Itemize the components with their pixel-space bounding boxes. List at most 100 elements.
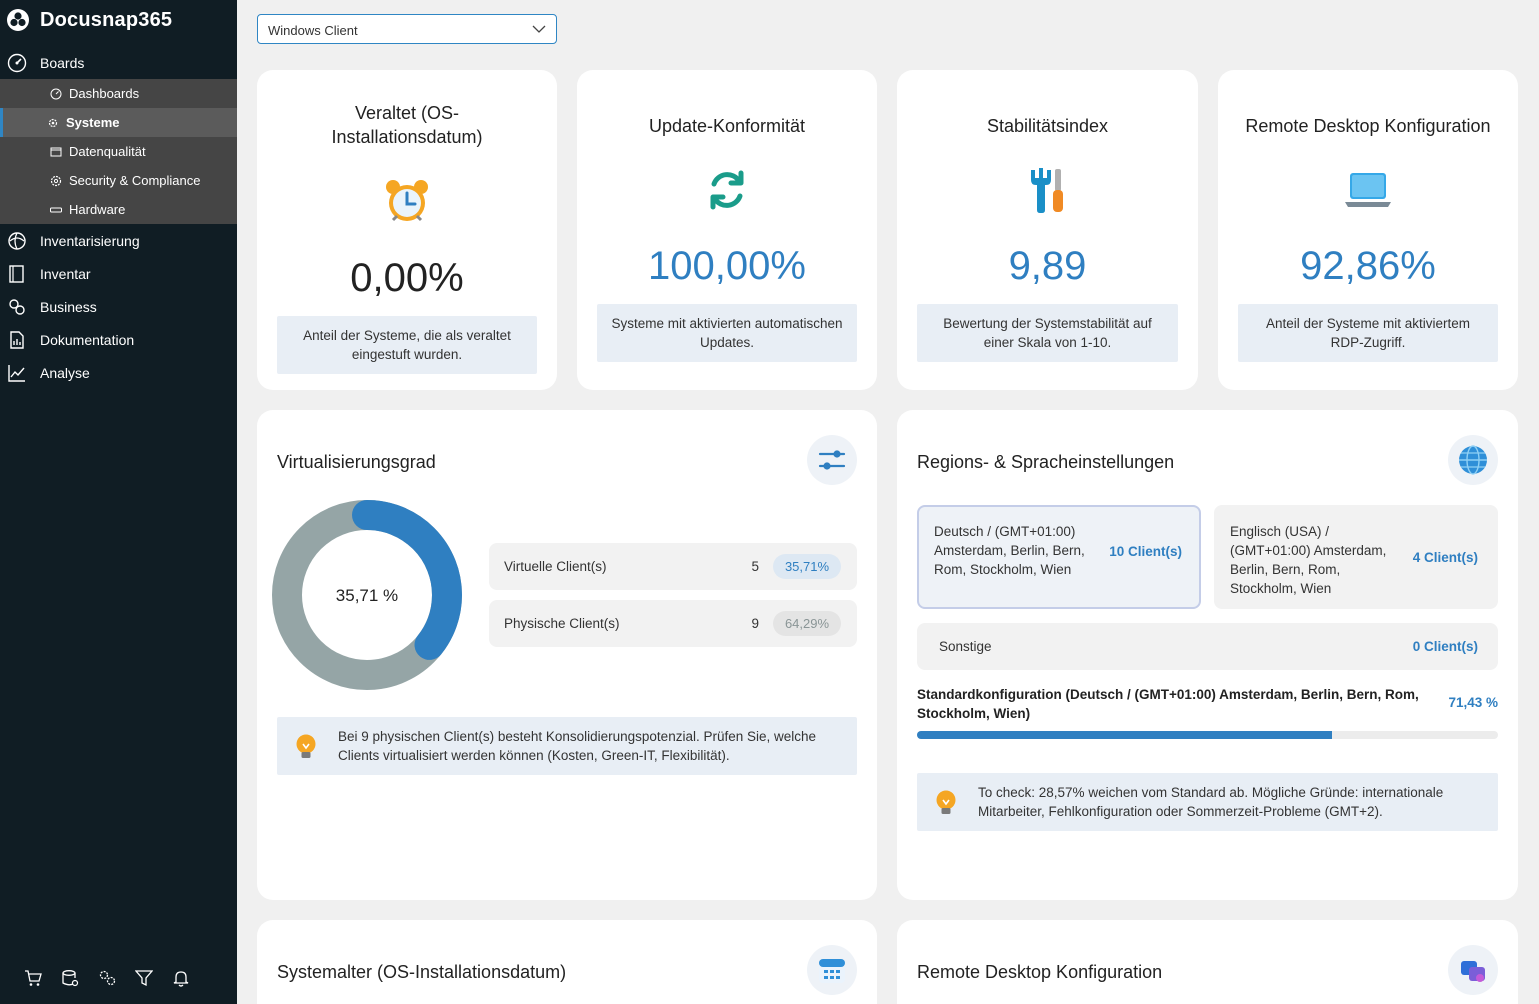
stat-percent-badge: 35,71% bbox=[773, 554, 841, 579]
nav-label: Analyse bbox=[40, 364, 90, 381]
stat-count: 5 bbox=[751, 559, 759, 574]
region-name: Englisch (USA) / (GMT+01:00) Amsterdam, … bbox=[1230, 524, 1387, 596]
nav-inventarisierung[interactable]: Inventarisierung bbox=[0, 224, 237, 257]
rdp-config-button[interactable] bbox=[1448, 945, 1498, 995]
nav-boards[interactable]: Boards bbox=[0, 46, 237, 79]
client-type-select[interactable]: Windows Client bbox=[257, 14, 557, 44]
region-client-count: 0 Client(s) bbox=[1412, 639, 1478, 654]
kpi-title: Remote Desktop Konfiguration bbox=[1245, 116, 1491, 136]
subnav-item-dashboards[interactable]: Dashboards bbox=[0, 79, 237, 108]
virtualization-settings-button[interactable] bbox=[807, 435, 857, 485]
subnav-item-datenqualitaet[interactable]: Datenqualität bbox=[0, 137, 237, 166]
lightbulb-icon bbox=[936, 790, 956, 814]
region-item-deutsch[interactable]: Deutsch / (GMT+01:00) Amsterdam, Berlin,… bbox=[917, 505, 1201, 609]
client-type-select-value: Windows Client bbox=[268, 23, 358, 38]
nav-business[interactable]: Business bbox=[0, 290, 237, 323]
region-name: Deutsch / (GMT+01:00) Amsterdam, Berlin,… bbox=[934, 524, 1085, 577]
globe-icon bbox=[1459, 445, 1487, 475]
sidebar: Docusnap365 Boards Dashboards Systeme Da… bbox=[0, 0, 237, 1004]
kpi-title: Update-Konformität bbox=[648, 116, 806, 136]
database-settings-icon[interactable] bbox=[59, 967, 80, 988]
region-client-count: 10 Client(s) bbox=[1109, 544, 1182, 559]
stat-percent-badge: 64,29% bbox=[773, 611, 841, 636]
section-title: Remote Desktop Konfiguration bbox=[917, 962, 1163, 982]
subnav-item-label: Systeme bbox=[66, 115, 120, 130]
tip-text: To check: 28,57% weichen vom Standard ab… bbox=[978, 785, 1444, 819]
docusnap-logo-icon bbox=[7, 9, 29, 31]
subnav-item-hardware[interactable]: Hardware bbox=[0, 195, 237, 224]
laptop-icon bbox=[1345, 173, 1391, 207]
filter-icon[interactable] bbox=[133, 967, 154, 988]
gauge-icon bbox=[7, 53, 27, 73]
subnav-item-label: Hardware bbox=[69, 202, 126, 217]
stat-row-virtual[interactable]: Virtuelle Client(s) 5 35,71% bbox=[489, 543, 857, 590]
kpi-description: Systeme mit aktivierten automatischen Up… bbox=[597, 304, 857, 362]
business-icon bbox=[7, 297, 27, 317]
region-item-englisch[interactable]: Englisch (USA) / (GMT+01:00) Amsterdam, … bbox=[1214, 505, 1498, 609]
window-icon bbox=[49, 145, 63, 159]
line-chart-icon bbox=[7, 363, 27, 383]
gear-icon bbox=[46, 116, 60, 130]
alarm-clock-icon bbox=[386, 180, 428, 222]
subnav-item-security[interactable]: Security & Compliance bbox=[0, 166, 237, 195]
subnav-item-label: Datenqualität bbox=[69, 144, 146, 159]
regions-globe-button[interactable] bbox=[1448, 435, 1498, 485]
systemalter-calendar-button[interactable] bbox=[807, 945, 857, 995]
standard-config-percent: 71,43 % bbox=[1448, 695, 1498, 710]
kpi-card-veraltet: Veraltet (OS-Installationsdatum) 0,00% A… bbox=[257, 70, 557, 390]
section-title: Systemalter (OS-Installationsdatum) bbox=[277, 962, 567, 982]
cart-icon[interactable] bbox=[22, 967, 43, 988]
kpi-description: Anteil der Systeme mit aktiviertem RDP-Z… bbox=[1238, 304, 1498, 362]
donut-center-label: 35,71 % bbox=[335, 586, 399, 605]
tools-icon bbox=[1031, 168, 1063, 213]
stat-row-physical[interactable]: Physische Client(s) 9 64,29% bbox=[489, 600, 857, 647]
lightbulb-icon bbox=[296, 734, 316, 758]
regions-tip: To check: 28,57% weichen vom Standard ab… bbox=[917, 773, 1498, 831]
donut-virtual-segment bbox=[272, 500, 462, 690]
kpi-value: 92,86% bbox=[1300, 244, 1436, 288]
nav-inventar[interactable]: Inventar bbox=[0, 257, 237, 290]
nav-label: Inventarisierung bbox=[40, 232, 140, 249]
globe-scan-icon bbox=[7, 231, 27, 251]
nav-label: Business bbox=[40, 298, 97, 315]
kpi-title: Veraltet (OS-Installationsdatum) bbox=[331, 103, 483, 147]
virtualization-donut-chart bbox=[272, 500, 462, 690]
kpi-card-rdp: Remote Desktop Konfiguration 92,86% Ante… bbox=[1218, 70, 1518, 390]
standard-config-progress-fill bbox=[917, 731, 1332, 739]
region-client-count: 4 Client(s) bbox=[1412, 550, 1478, 565]
nav-label: Inventar bbox=[40, 265, 91, 282]
subnav-item-label: Security & Compliance bbox=[69, 173, 201, 188]
region-item-sonstige[interactable]: Sonstige 0 Client(s) bbox=[917, 623, 1498, 670]
calendar-icon bbox=[819, 959, 845, 983]
virtualization-tip: Bei 9 physischen Client(s) besteht Konso… bbox=[277, 717, 857, 775]
kpi-value: 0,00% bbox=[350, 256, 464, 300]
app-name: Docusnap365 bbox=[40, 8, 173, 31]
tip-text: Bei 9 physischen Client(s) besteht Konso… bbox=[338, 729, 817, 763]
chevron-down-icon bbox=[532, 25, 546, 33]
settings-icon[interactable] bbox=[96, 967, 117, 988]
brand[interactable]: Docusnap365 bbox=[0, 0, 237, 40]
nav-label: Dokumentation bbox=[40, 331, 135, 348]
nav-dokumentation[interactable]: Dokumentation bbox=[0, 323, 237, 356]
section-title: Virtualisierungsgrad bbox=[277, 452, 436, 472]
nav-analyse[interactable]: Analyse bbox=[0, 356, 237, 389]
rdp-config-card: Remote Desktop Konfiguration bbox=[897, 920, 1518, 1004]
kpi-description: Anteil der Systeme, die als veraltet ein… bbox=[277, 316, 537, 374]
kpi-value: 9,89 bbox=[1008, 244, 1087, 288]
bell-icon[interactable] bbox=[170, 967, 191, 988]
subnav-item-systeme[interactable]: Systeme bbox=[0, 108, 237, 137]
gear-icon bbox=[49, 174, 63, 188]
main-content: Windows Client Veraltet (OS-Installation… bbox=[237, 0, 1539, 1004]
kpi-card-stabilitaetsindex: Stabilitätsindex 9,89 Bewertung der Syst… bbox=[897, 70, 1198, 390]
region-name: Sonstige bbox=[939, 639, 992, 654]
boards-subnav: Dashboards Systeme Datenqualität Securit… bbox=[0, 79, 237, 224]
kpi-title: Stabilitätsindex bbox=[986, 116, 1109, 136]
kpi-description: Bewertung der Systemstabilität auf einer… bbox=[917, 304, 1178, 362]
document-chart-icon bbox=[7, 330, 27, 350]
remote-desktop-icon bbox=[1461, 961, 1485, 982]
standard-config-label: Standardkonfiguration (Deutsch / (GMT+01… bbox=[917, 687, 1419, 721]
stat-label: Virtuelle Client(s) bbox=[504, 559, 607, 574]
nav-boards-label: Boards bbox=[40, 54, 85, 71]
book-icon bbox=[7, 264, 27, 284]
sidebar-footer bbox=[22, 967, 191, 988]
